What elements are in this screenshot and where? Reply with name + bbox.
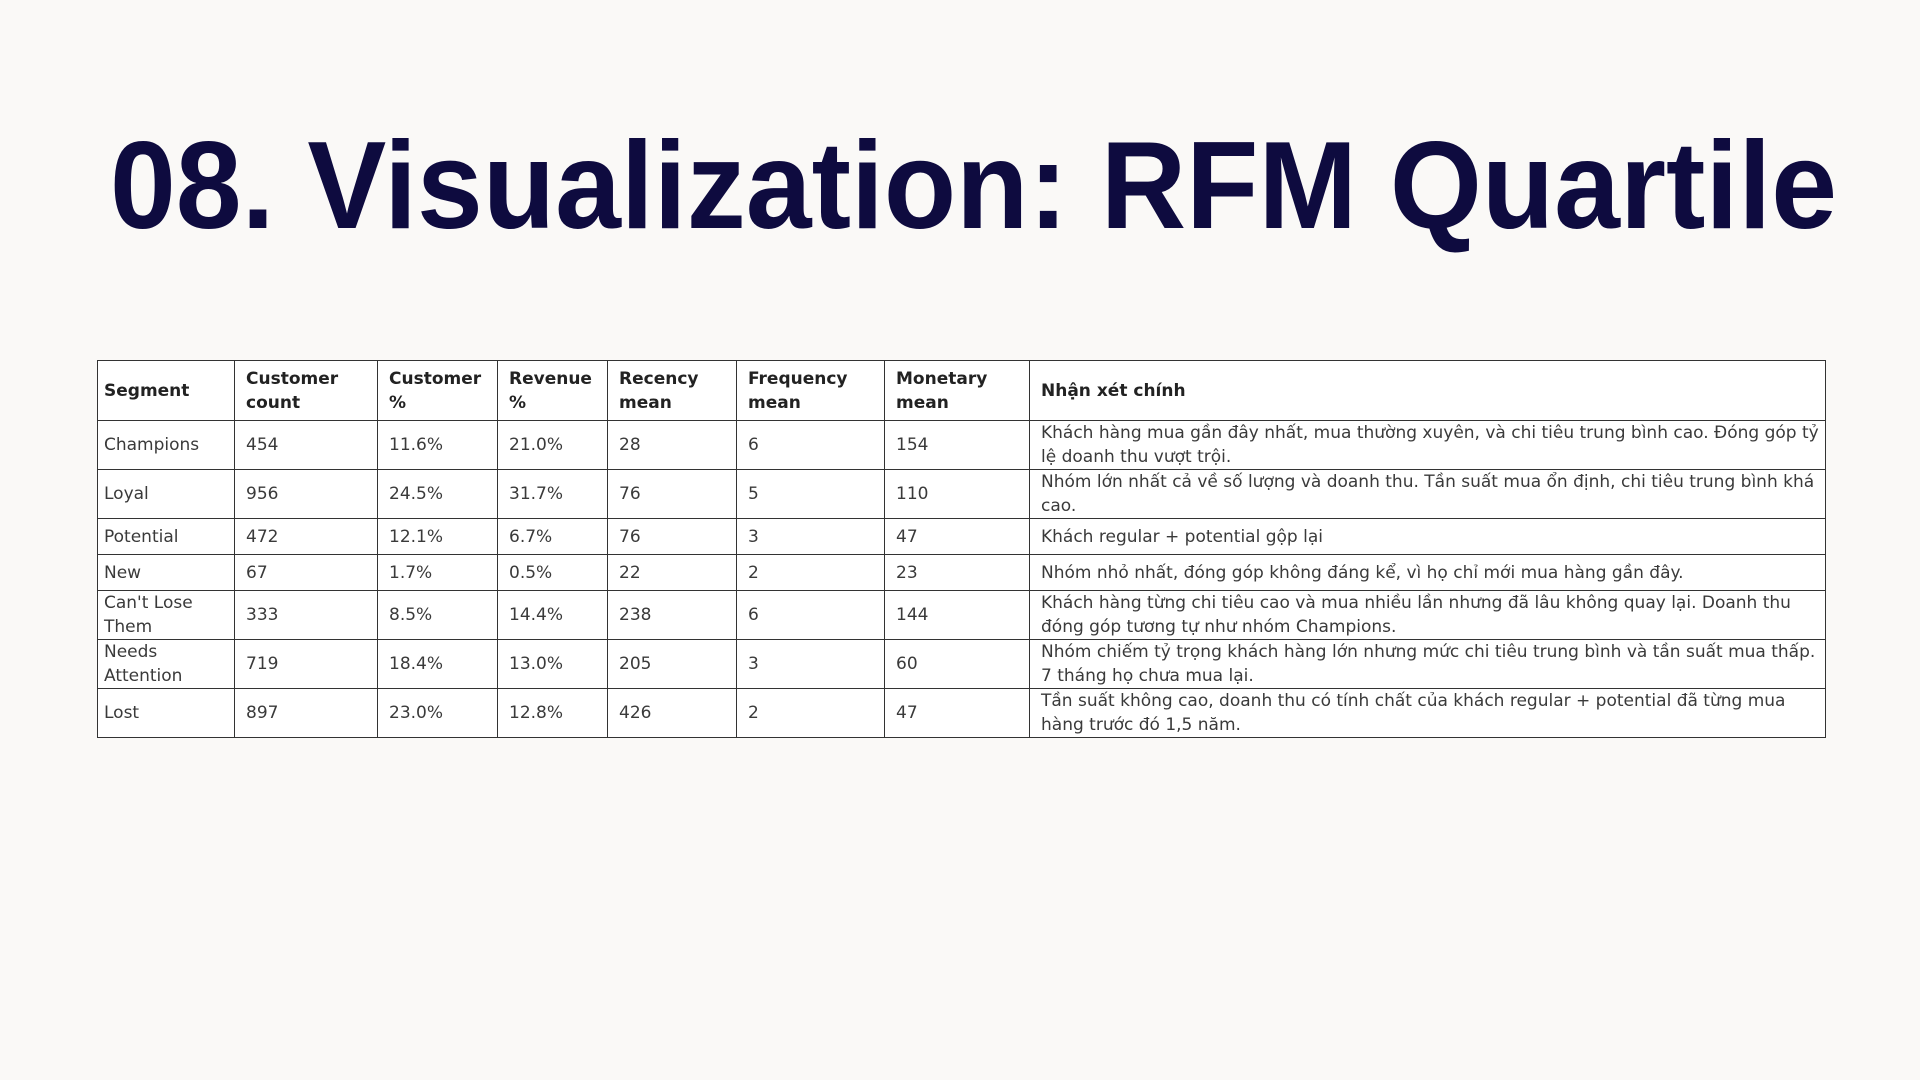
value-cell: 13.0%: [497, 639, 608, 689]
header-cell: Monetary mean: [884, 360, 1030, 421]
value-cell: 897: [234, 688, 378, 738]
value-cell: 454: [234, 420, 378, 470]
value-cell: 154: [884, 420, 1030, 470]
value-cell: 956: [234, 469, 378, 519]
value-cell: 47: [884, 518, 1030, 555]
header-row: Segment Customer count Customer % Revenue %…: [97, 360, 1826, 421]
comment-cell: Nhóm chiếm tỷ trọng khách hàng lớn nhưng…: [1029, 639, 1826, 689]
value-cell: 8.5%: [377, 590, 498, 640]
value-cell: 0.5%: [497, 554, 608, 591]
value-cell: 472: [234, 518, 378, 555]
value-cell: 6: [736, 590, 885, 640]
value-cell: 76: [607, 518, 737, 555]
value-cell: 47: [884, 688, 1030, 738]
segment-cell: Needs Attention: [97, 639, 235, 689]
value-cell: 12.1%: [377, 518, 498, 555]
header-cell: Customer count: [234, 360, 378, 421]
comment-cell: Tần suất không cao, doanh thu có tính ch…: [1029, 688, 1826, 738]
value-cell: 60: [884, 639, 1030, 689]
value-cell: 31.7%: [497, 469, 608, 519]
value-cell: 67: [234, 554, 378, 591]
segment-cell: New: [97, 554, 235, 591]
value-cell: 23: [884, 554, 1030, 591]
value-cell: 719: [234, 639, 378, 689]
segment-cell: Loyal: [97, 469, 235, 519]
value-cell: 24.5%: [377, 469, 498, 519]
value-cell: 205: [607, 639, 737, 689]
table-row: Can't Lose Them 333 8.5% 14.4% 238 6 144 Khách …: [97, 590, 1826, 640]
title-area: 08. Visualization: RFM Quartile: [110, 117, 1837, 255]
value-cell: 110: [884, 469, 1030, 519]
value-cell: 14.4%: [497, 590, 608, 640]
rfm-table: Segment Customer count Customer % Revenue %…: [97, 360, 1826, 738]
segment-cell: Potential: [97, 518, 235, 555]
comment-cell: Nhóm lớn nhất cả về số lượng và doanh th…: [1029, 469, 1826, 519]
value-cell: 6.7%: [497, 518, 608, 555]
value-cell: 76: [607, 469, 737, 519]
table-row: New 67 1.7% 0.5% 22 2 23 Nhóm nhỏ nhất, đóng gó…: [97, 554, 1826, 591]
value-cell: 11.6%: [377, 420, 498, 470]
value-cell: 333: [234, 590, 378, 640]
comment-cell: Khách hàng mua gần đây nhất, mua thường …: [1029, 420, 1826, 470]
header-cell: Recency mean: [607, 360, 737, 421]
value-cell: 3: [736, 518, 885, 555]
segment-cell: Can't Lose Them: [97, 590, 235, 640]
value-cell: 1.7%: [377, 554, 498, 591]
header-cell: Segment: [97, 360, 235, 421]
header-cell: Nhận xét chính: [1029, 360, 1826, 421]
comment-cell: Khách hàng từng chi tiêu cao và mua nhiề…: [1029, 590, 1826, 640]
header-cell: Revenue %: [497, 360, 608, 421]
table-body: Champions 454 11.6% 21.0% 28 6 154 Khách hàng m…: [97, 420, 1826, 738]
value-cell: 2: [736, 688, 885, 738]
value-cell: 6: [736, 420, 885, 470]
comment-cell: Khách regular + potential gộp lại: [1029, 518, 1826, 555]
value-cell: 23.0%: [377, 688, 498, 738]
value-cell: 28: [607, 420, 737, 470]
value-cell: 21.0%: [497, 420, 608, 470]
value-cell: 3: [736, 639, 885, 689]
value-cell: 238: [607, 590, 737, 640]
table-row: Loyal 956 24.5% 31.7% 76 5 110 Nhóm lớn nhất cả…: [97, 469, 1826, 519]
value-cell: 18.4%: [377, 639, 498, 689]
segment-cell: Champions: [97, 420, 235, 470]
value-cell: 22: [607, 554, 737, 591]
segment-cell: Lost: [97, 688, 235, 738]
value-cell: 2: [736, 554, 885, 591]
value-cell: 5: [736, 469, 885, 519]
table-row: Needs Attention 719 18.4% 13.0% 205 3 60 Nhóm c…: [97, 639, 1826, 689]
value-cell: 144: [884, 590, 1030, 640]
value-cell: 12.8%: [497, 688, 608, 738]
comment-cell: Nhóm nhỏ nhất, đóng góp không đáng kể, v…: [1029, 554, 1826, 591]
table-row: Lost 897 23.0% 12.8% 426 2 47 Tần suất không ca…: [97, 688, 1826, 738]
header-cell: Customer %: [377, 360, 498, 421]
header-cell: Frequency mean: [736, 360, 885, 421]
page-title: 08. Visualization: RFM Quartile: [110, 117, 1837, 255]
table-row: Champions 454 11.6% 21.0% 28 6 154 Khách hàng m…: [97, 420, 1826, 470]
table-row: Potential 472 12.1% 6.7% 76 3 47 Khách regular …: [97, 518, 1826, 555]
value-cell: 426: [607, 688, 737, 738]
